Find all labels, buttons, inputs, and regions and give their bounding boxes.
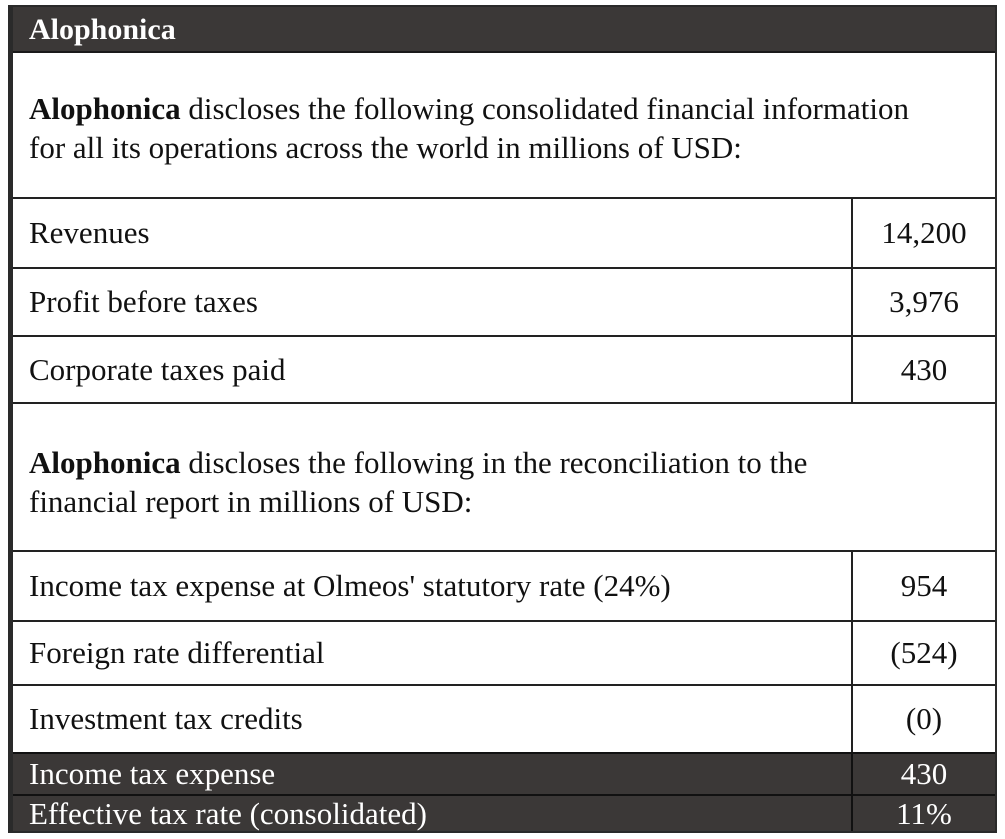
row-label: Foreign rate differential [29, 635, 325, 670]
intro-text-line-1: discloses the following consolidated fin… [180, 91, 909, 126]
intro-paragraph-1: Alophonica discloses the following conso… [29, 89, 979, 167]
table-row: Profit before taxes 3,976 [13, 267, 995, 335]
row-value: (524) [851, 622, 995, 684]
intro-text-line-1: discloses the following in the reconcili… [180, 445, 808, 480]
row-label: Effective tax rate (consolidated) [29, 795, 427, 831]
intro-paragraph-2: Alophonica discloses the following in th… [29, 443, 979, 521]
table-row: Corporate taxes paid 430 [13, 335, 995, 404]
row-value: 14,200 [851, 199, 995, 267]
row-value: (0) [851, 686, 995, 752]
total-row: Effective tax rate (consolidated) 11% [13, 794, 995, 831]
row-label: Income tax expense [29, 756, 276, 791]
intro-text-line-2: for all its operations across the world … [29, 130, 742, 165]
row-value: 3,976 [851, 269, 995, 335]
row-value: 430 [851, 754, 995, 794]
table-row: Income tax expense at Olmeos' statutory … [13, 550, 995, 620]
row-value: 430 [851, 337, 995, 402]
row-label: Profit before taxes [29, 284, 258, 319]
table-row: Revenues 14,200 [13, 197, 995, 267]
table-row: Investment tax credits (0) [13, 684, 995, 752]
intro-text-line-2: financial report in millions of USD: [29, 484, 473, 519]
row-value: 11% [851, 796, 995, 831]
row-label: Revenues [29, 215, 150, 250]
row-label: Investment tax credits [29, 701, 303, 736]
company-name: Alophonica [29, 445, 181, 480]
disclosure-card: Alophonica Alophonica discloses the foll… [8, 5, 997, 833]
row-label: Corporate taxes paid [29, 351, 286, 387]
company-name: Alophonica [29, 91, 181, 126]
row-value: 954 [851, 552, 995, 620]
total-row: Income tax expense 430 [13, 752, 995, 794]
card-title: Alophonica [13, 7, 995, 53]
row-label: Income tax expense at Olmeos' statutory … [29, 568, 671, 603]
table-row: Foreign rate differential (524) [13, 620, 995, 684]
